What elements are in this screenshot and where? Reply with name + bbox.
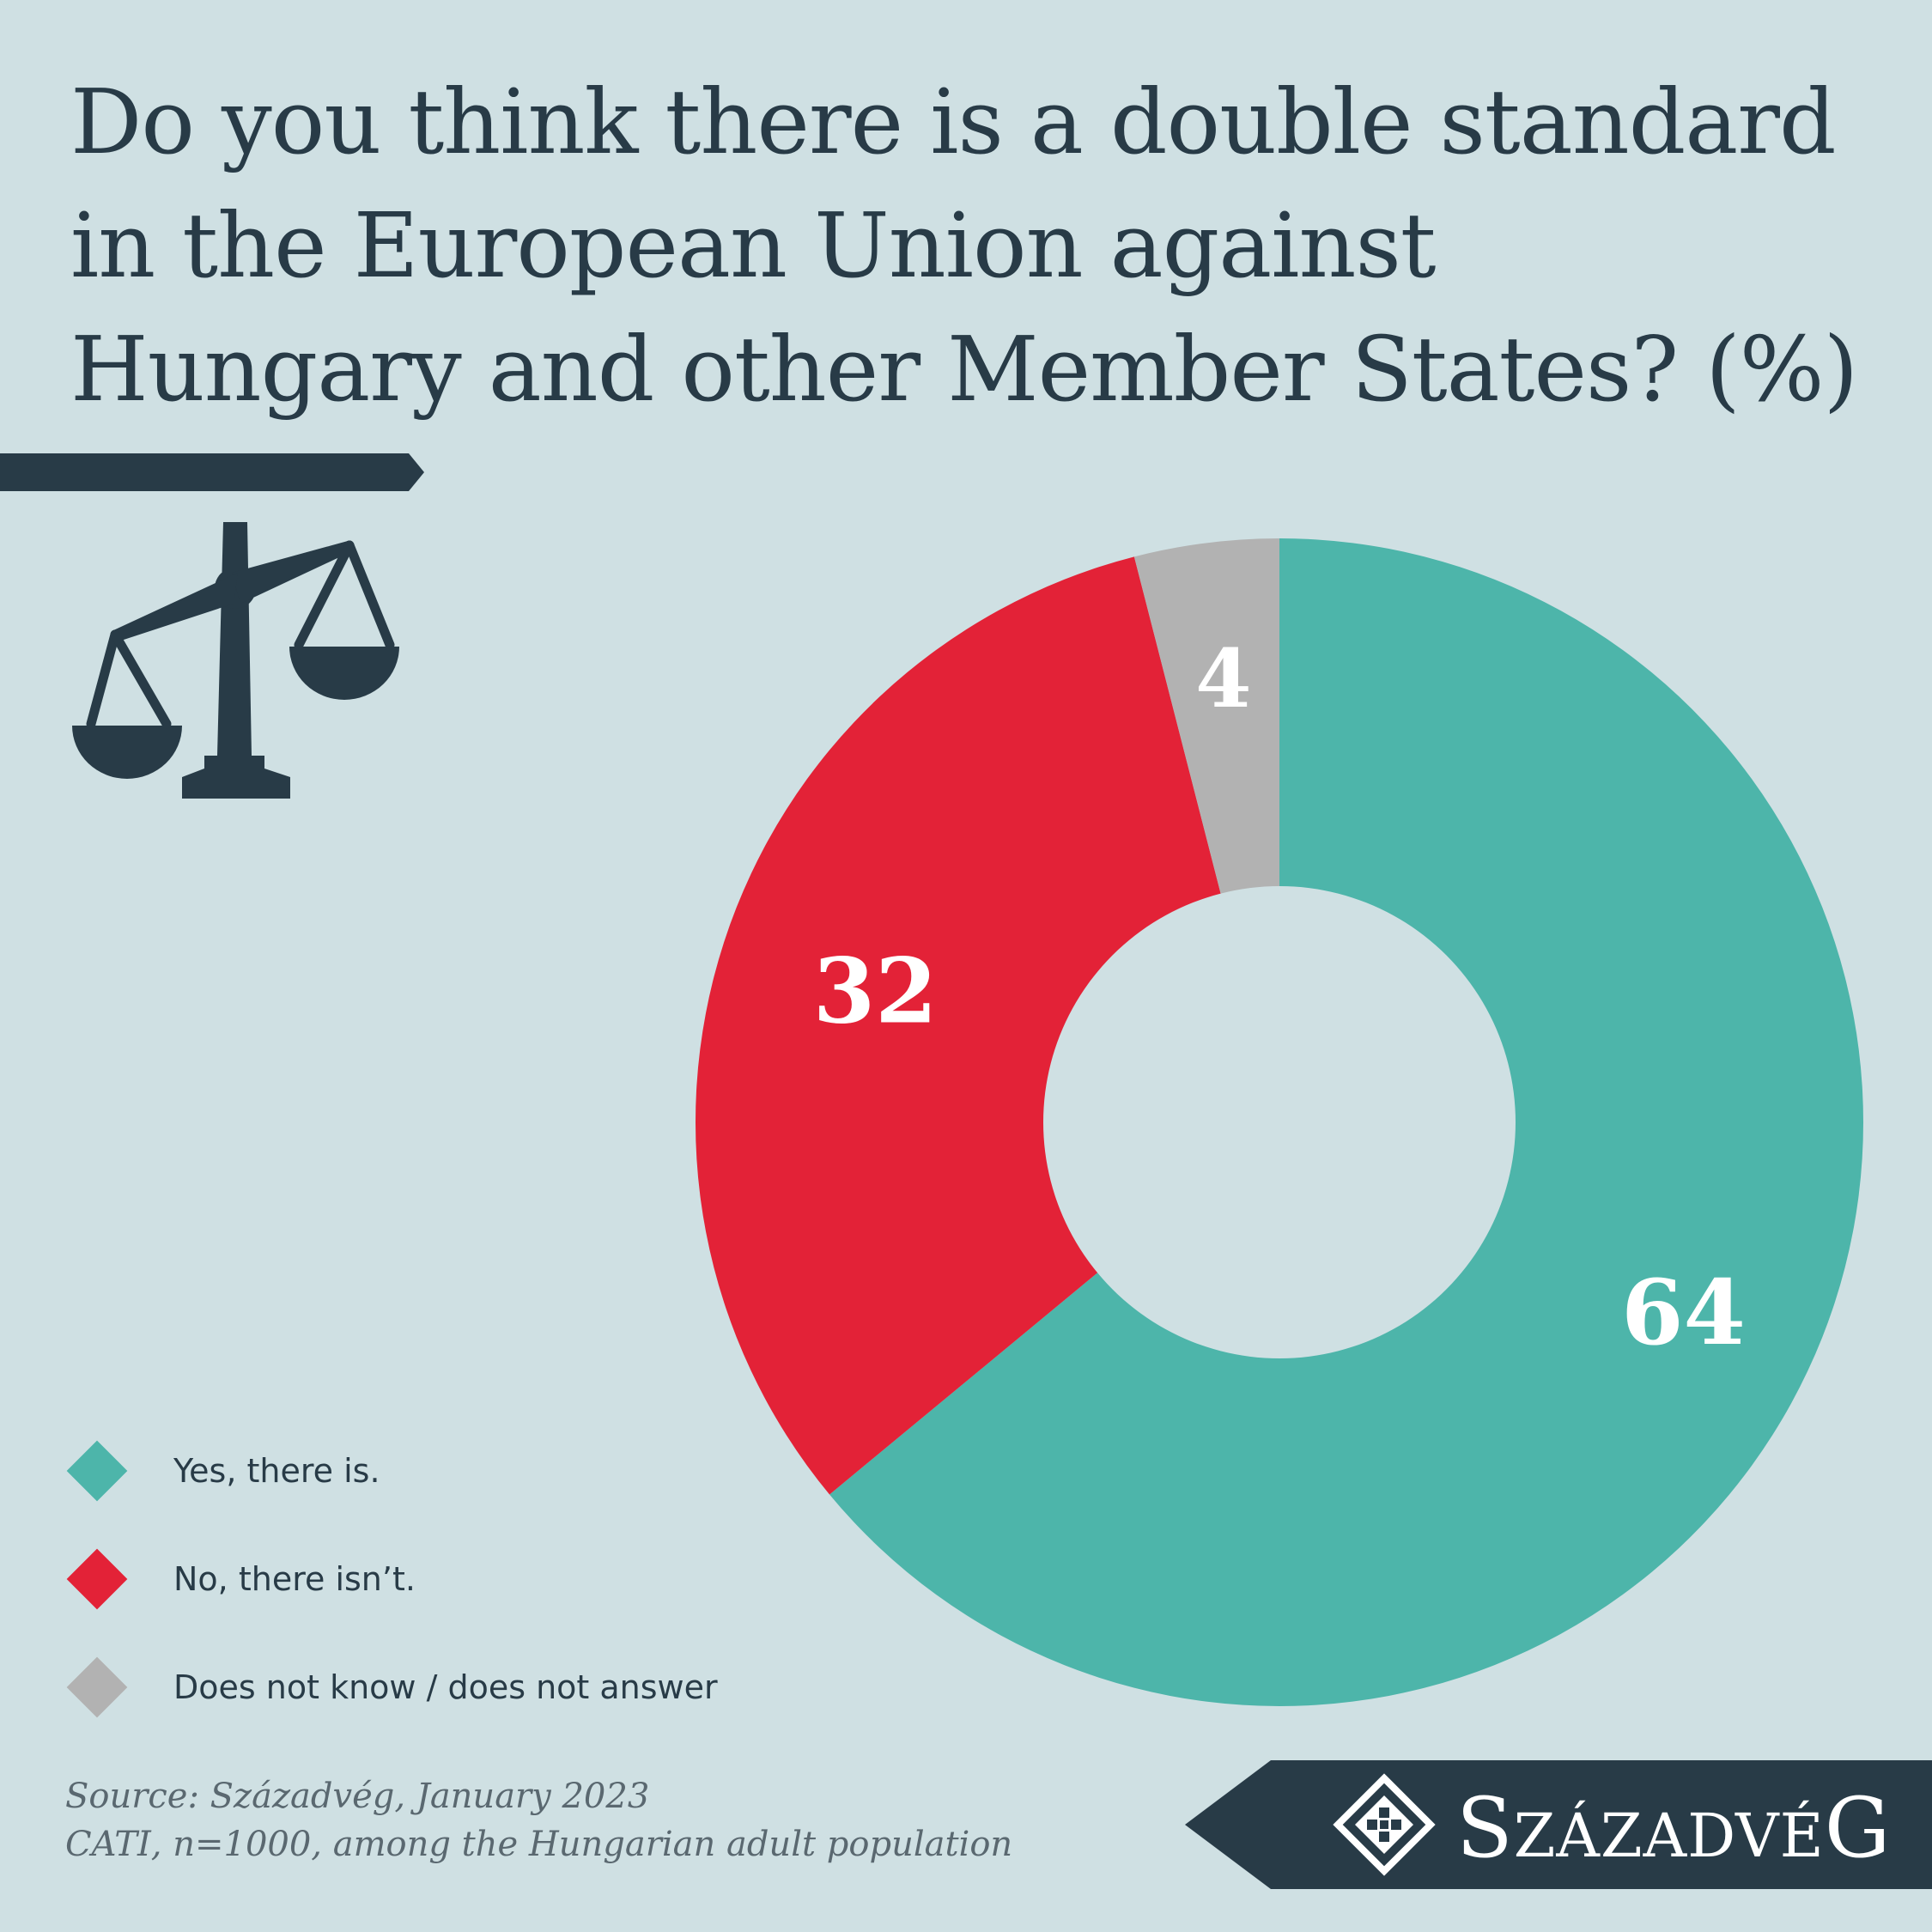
chart-title: Do you think there is a double standard … [70, 60, 1891, 431]
legend: Yes, there is. No, there isn’t. Does not… [65, 1417, 718, 1741]
brand-banner [1185, 1760, 1932, 1889]
title-line-3: Hungary and other Member States? (%) [70, 317, 1858, 422]
scales-of-justice-icon [72, 522, 399, 799]
legend-item-no: No, there isn’t. [65, 1525, 718, 1633]
slice-dont-know [1133, 538, 1279, 894]
data-label-dont-know: 4 [1195, 632, 1251, 726]
brand-middle: ZÁZADVÉ [1513, 1801, 1825, 1871]
brand-initial: S [1456, 1780, 1514, 1876]
legend-label-yes: Yes, there is. [173, 1452, 380, 1490]
legend-label-dont-know: Does not know / does not answer [173, 1668, 718, 1706]
legend-label-no: No, there isn’t. [173, 1560, 416, 1598]
legend-item-dont-know: Does not know / does not answer [65, 1633, 718, 1741]
slice-no [695, 556, 1221, 1495]
title-line-1: Do you think there is a double standard [70, 70, 1837, 174]
legend-item-yes: Yes, there is. [65, 1417, 718, 1525]
brand-final: G [1824, 1780, 1892, 1876]
source-note: Source: Századvég, January 2023 CATI, n=… [65, 1772, 1012, 1868]
data-label-no: 32 [813, 939, 938, 1044]
slice-yes [829, 538, 1863, 1706]
legend-swatch-dont-know [66, 1656, 128, 1718]
source-line: Source: Századvég, January 2023 [65, 1777, 650, 1816]
methodology-line: CATI, n=1000, among the Hungarian adult … [65, 1825, 1013, 1864]
divider-bar [0, 453, 424, 491]
legend-swatch-yes [66, 1440, 128, 1502]
title-line-2: in the European Union against [70, 193, 1437, 298]
legend-swatch-no [66, 1548, 128, 1610]
brand-name: SZÁZADVÉG [1456, 1781, 1891, 1883]
szazadveg-logo-icon [1333, 1773, 1436, 1876]
data-label-yes: 64 [1621, 1260, 1746, 1365]
